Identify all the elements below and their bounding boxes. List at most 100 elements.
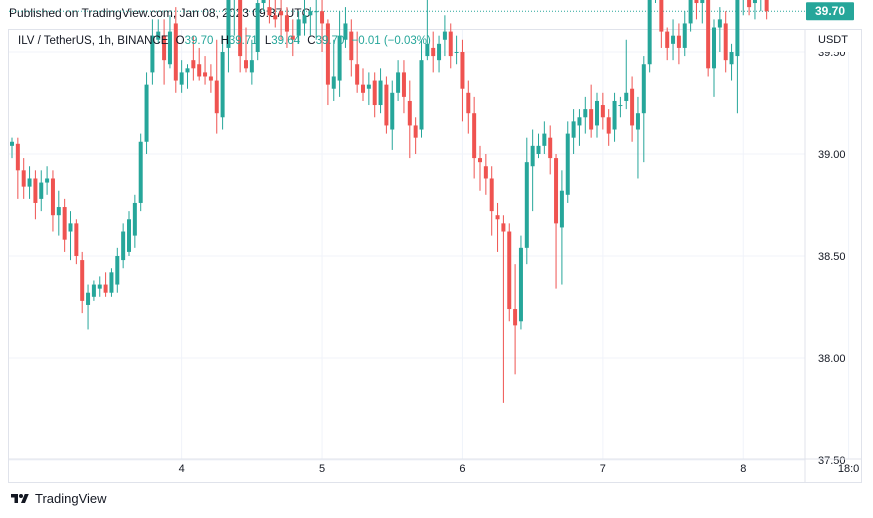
candle bbox=[641, 56, 646, 163]
candle bbox=[600, 92, 605, 130]
candle-body bbox=[366, 84, 371, 89]
candle-body bbox=[706, 0, 711, 69]
candle-body bbox=[91, 284, 96, 297]
symbol-label: ILV / TetherUS, 1h, BINANCE bbox=[18, 35, 169, 47]
candle-body bbox=[197, 64, 202, 77]
candle-body bbox=[431, 47, 436, 57]
candle bbox=[524, 137, 529, 265]
candle-body bbox=[548, 137, 553, 159]
candle-body bbox=[261, 0, 266, 4]
candle-body bbox=[501, 223, 506, 232]
candle bbox=[589, 84, 594, 138]
candle-body bbox=[50, 178, 55, 216]
candle-body bbox=[688, 0, 693, 24]
candle bbox=[571, 109, 576, 154]
candle-body bbox=[156, 31, 161, 40]
candle-body bbox=[589, 109, 594, 130]
candle bbox=[50, 170, 55, 232]
candle bbox=[548, 125, 553, 175]
candle-body bbox=[752, 0, 757, 4]
candle bbox=[635, 96, 640, 179]
candle-body bbox=[86, 292, 91, 305]
low-value: 39.64 bbox=[271, 35, 301, 47]
candle bbox=[156, 19, 161, 44]
brand-name: TradingView bbox=[35, 491, 107, 506]
candle-body bbox=[74, 223, 79, 256]
candle-body bbox=[665, 31, 670, 48]
candle bbox=[173, 7, 178, 93]
candle-body bbox=[390, 92, 395, 130]
candle bbox=[624, 39, 629, 110]
candle bbox=[419, 39, 424, 138]
candle-body bbox=[595, 100, 599, 126]
high-label: H bbox=[220, 35, 229, 47]
candle-body bbox=[308, 11, 313, 16]
price-tick-label: 37.50 bbox=[818, 455, 846, 467]
price-tick-label: 38.50 bbox=[818, 251, 846, 263]
time-tick-label: 7 bbox=[600, 463, 606, 475]
candle bbox=[80, 251, 85, 314]
candle-body bbox=[115, 256, 120, 285]
candle-body bbox=[448, 31, 453, 57]
open-label: O bbox=[175, 35, 185, 47]
candle bbox=[483, 154, 488, 195]
candle-body bbox=[162, 35, 167, 61]
currency-label: USDT bbox=[818, 34, 848, 46]
high-value: 39.71 bbox=[228, 35, 258, 47]
change-value: −0.01 (−0.03%) bbox=[351, 35, 431, 47]
candle-body bbox=[185, 68, 190, 73]
candle-body bbox=[214, 80, 219, 114]
candle bbox=[185, 64, 190, 89]
candle-body bbox=[203, 72, 208, 77]
candle bbox=[378, 68, 383, 114]
candle bbox=[747, 0, 752, 16]
close-value: 39.70 bbox=[315, 35, 345, 47]
candle-body bbox=[630, 88, 635, 126]
candle-body bbox=[735, 0, 740, 57]
candle bbox=[442, 15, 447, 57]
candle-body bbox=[121, 231, 126, 261]
candle-body bbox=[612, 100, 617, 130]
candle-body bbox=[296, 19, 301, 36]
candle-body bbox=[489, 178, 494, 212]
candle-body bbox=[676, 35, 681, 48]
candle-body bbox=[10, 141, 14, 146]
candle-body bbox=[208, 76, 213, 81]
candle-body bbox=[144, 84, 149, 142]
candle bbox=[103, 272, 108, 297]
candle-body bbox=[279, 11, 284, 16]
candle-body bbox=[238, 0, 243, 57]
candle bbox=[682, 11, 687, 57]
candle bbox=[454, 35, 459, 65]
candle-body bbox=[624, 92, 629, 101]
candle bbox=[390, 80, 395, 150]
candles bbox=[10, 0, 769, 403]
candle bbox=[132, 194, 137, 248]
candle bbox=[655, 0, 656, 4]
candle-body bbox=[483, 166, 488, 179]
candle bbox=[361, 68, 365, 101]
candle-body bbox=[747, 0, 752, 8]
footer-brand[interactable]: TradingView bbox=[9, 491, 107, 506]
candle-body bbox=[425, 43, 430, 57]
candle bbox=[372, 72, 377, 118]
candle bbox=[606, 109, 611, 146]
candle bbox=[460, 39, 465, 122]
candle bbox=[559, 170, 564, 285]
candle-body bbox=[659, 0, 664, 32]
candle bbox=[355, 31, 360, 93]
candle-body bbox=[355, 64, 360, 85]
candle-body bbox=[320, 11, 325, 24]
candle bbox=[343, 7, 348, 48]
candle bbox=[226, 0, 231, 73]
candle bbox=[33, 170, 38, 220]
candle bbox=[595, 92, 599, 138]
candle-body bbox=[641, 64, 646, 114]
candle-body bbox=[694, 0, 699, 4]
candle bbox=[671, 19, 676, 61]
candle-body bbox=[226, 0, 231, 48]
candle bbox=[501, 215, 506, 403]
candle-body bbox=[384, 84, 389, 126]
candle-body bbox=[507, 231, 512, 310]
